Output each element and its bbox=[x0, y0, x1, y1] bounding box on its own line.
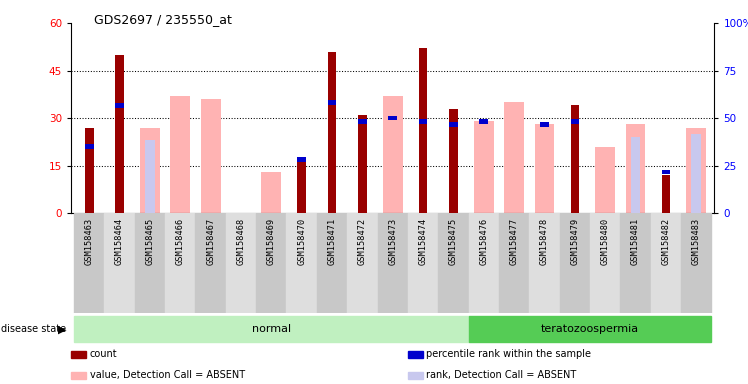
Bar bbox=[195, 213, 226, 313]
Bar bbox=[200, 99, 221, 213]
Bar bbox=[419, 119, 427, 124]
Bar bbox=[499, 213, 530, 313]
Bar bbox=[468, 316, 711, 342]
Bar bbox=[571, 119, 579, 124]
Bar bbox=[686, 127, 706, 213]
Bar bbox=[135, 213, 165, 313]
Bar bbox=[115, 103, 124, 108]
Text: ▶: ▶ bbox=[58, 324, 67, 334]
Bar bbox=[479, 119, 488, 124]
Bar bbox=[651, 213, 681, 313]
Bar bbox=[540, 122, 549, 127]
Bar bbox=[145, 140, 155, 213]
Bar bbox=[438, 213, 468, 313]
Bar bbox=[661, 175, 670, 213]
Bar bbox=[474, 121, 494, 213]
Bar bbox=[171, 96, 190, 213]
Bar bbox=[328, 51, 337, 213]
Bar bbox=[530, 213, 560, 313]
Text: GSM158472: GSM158472 bbox=[358, 218, 367, 265]
Bar bbox=[85, 144, 94, 149]
Bar bbox=[140, 127, 160, 213]
Text: GSM158478: GSM158478 bbox=[540, 218, 549, 265]
Bar bbox=[74, 213, 105, 313]
Bar bbox=[298, 162, 306, 213]
Text: count: count bbox=[90, 349, 117, 359]
Text: GSM158475: GSM158475 bbox=[449, 218, 458, 265]
Bar bbox=[358, 119, 367, 124]
Bar bbox=[298, 157, 306, 162]
Bar bbox=[74, 316, 468, 342]
Bar bbox=[620, 213, 651, 313]
Text: disease state: disease state bbox=[1, 324, 66, 334]
Text: GSM158479: GSM158479 bbox=[570, 218, 579, 265]
Text: GSM158463: GSM158463 bbox=[85, 218, 94, 265]
Bar bbox=[85, 127, 94, 213]
Bar bbox=[625, 124, 646, 213]
Bar bbox=[328, 100, 337, 104]
Text: GSM158480: GSM158480 bbox=[601, 218, 610, 265]
Text: value, Detection Call = ABSENT: value, Detection Call = ABSENT bbox=[90, 370, 245, 380]
Text: GSM158468: GSM158468 bbox=[236, 218, 245, 265]
Text: normal: normal bbox=[252, 324, 291, 334]
Bar bbox=[691, 134, 701, 213]
Bar bbox=[408, 213, 438, 313]
Bar bbox=[358, 115, 367, 213]
Bar bbox=[631, 137, 640, 213]
Text: GSM158477: GSM158477 bbox=[509, 218, 518, 265]
Bar bbox=[165, 213, 195, 313]
Bar bbox=[681, 213, 711, 313]
Text: GSM158473: GSM158473 bbox=[388, 218, 397, 265]
Text: GSM158481: GSM158481 bbox=[631, 218, 640, 265]
Bar bbox=[571, 106, 579, 213]
Bar bbox=[262, 172, 281, 213]
Text: GSM158464: GSM158464 bbox=[115, 218, 124, 265]
Bar bbox=[226, 213, 256, 313]
Text: GDS2697 / 235550_at: GDS2697 / 235550_at bbox=[94, 13, 231, 26]
Text: GSM158476: GSM158476 bbox=[479, 218, 488, 265]
Text: GSM158467: GSM158467 bbox=[206, 218, 215, 265]
Bar bbox=[449, 109, 458, 213]
Text: GSM158482: GSM158482 bbox=[661, 218, 670, 265]
Text: GSM158483: GSM158483 bbox=[692, 218, 701, 265]
Bar bbox=[388, 116, 397, 121]
Bar bbox=[347, 213, 378, 313]
Bar bbox=[256, 213, 286, 313]
Bar bbox=[449, 122, 458, 127]
Text: GSM158466: GSM158466 bbox=[176, 218, 185, 265]
Text: GSM158474: GSM158474 bbox=[419, 218, 428, 265]
Text: GSM158469: GSM158469 bbox=[267, 218, 276, 265]
Text: GSM158470: GSM158470 bbox=[297, 218, 306, 265]
Bar bbox=[286, 213, 317, 313]
Bar bbox=[590, 213, 620, 313]
Bar bbox=[468, 213, 499, 313]
Text: percentile rank within the sample: percentile rank within the sample bbox=[426, 349, 592, 359]
Bar bbox=[378, 213, 408, 313]
Text: GSM158465: GSM158465 bbox=[145, 218, 154, 265]
Text: GSM158471: GSM158471 bbox=[328, 218, 337, 265]
Bar bbox=[115, 55, 124, 213]
Bar bbox=[383, 96, 402, 213]
Bar bbox=[419, 48, 427, 213]
Bar bbox=[504, 102, 524, 213]
Bar bbox=[105, 213, 135, 313]
Text: teratozoospermia: teratozoospermia bbox=[541, 324, 639, 334]
Bar bbox=[595, 147, 615, 213]
Bar bbox=[317, 213, 347, 313]
Bar bbox=[535, 124, 554, 213]
Text: rank, Detection Call = ABSENT: rank, Detection Call = ABSENT bbox=[426, 370, 577, 380]
Bar bbox=[560, 213, 590, 313]
Bar bbox=[661, 170, 670, 174]
